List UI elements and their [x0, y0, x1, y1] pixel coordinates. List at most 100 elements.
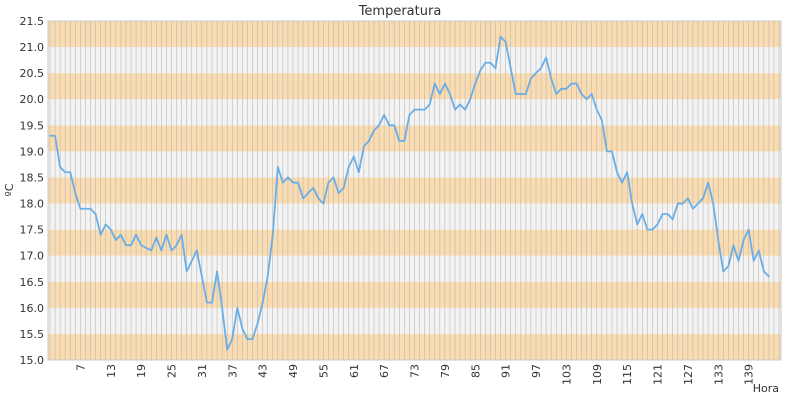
data-point — [671, 218, 674, 221]
data-point — [94, 213, 97, 215]
x-tick-label: 139 — [743, 364, 756, 385]
data-point — [509, 67, 512, 69]
data-point — [590, 93, 593, 95]
data-point — [519, 93, 522, 95]
data-point — [560, 87, 563, 90]
data-point — [140, 244, 143, 247]
data-point — [170, 249, 173, 252]
series-layer — [49, 35, 770, 351]
data-point — [271, 233, 274, 236]
data-point — [570, 82, 573, 85]
data-point — [600, 119, 603, 121]
x-tick-label: 79 — [439, 364, 452, 378]
data-point — [616, 171, 618, 174]
data-point — [585, 98, 588, 101]
data-point — [114, 239, 117, 241]
y-tick-label: 17.5 — [20, 224, 45, 237]
data-point — [676, 202, 679, 205]
data-point — [605, 150, 608, 153]
data-point — [636, 223, 639, 226]
y-axis-ticks: 15.0 15.5 16.0 16.5 17.0 17.5 18.0 18.5 19.0 19.5… — [20, 15, 45, 367]
data-point — [99, 233, 102, 236]
data-point — [707, 181, 710, 184]
data-point — [702, 197, 704, 200]
data-point — [84, 207, 87, 210]
data-point — [307, 192, 310, 195]
data-point — [368, 140, 370, 142]
data-point — [261, 301, 264, 304]
data-point — [681, 202, 684, 205]
data-point — [514, 93, 517, 95]
data-point — [150, 249, 153, 252]
data-point — [717, 239, 720, 241]
data-point — [104, 223, 107, 226]
data-point — [246, 338, 249, 341]
data-point — [337, 192, 340, 195]
data-point — [292, 181, 294, 184]
x-tick-label: 91 — [500, 364, 513, 378]
data-point — [251, 338, 254, 341]
x-axis-ticks: 7 13 19 25 31 37 43 49 55 61 67 73 79 85 91 97 103 109 115… — [74, 364, 755, 385]
data-point — [236, 306, 239, 309]
data-point — [692, 207, 694, 210]
data-point — [393, 124, 396, 127]
x-tick-label: 55 — [317, 364, 330, 378]
data-point — [231, 338, 234, 341]
data-point — [626, 171, 629, 174]
data-point — [752, 260, 755, 262]
data-point — [459, 103, 461, 106]
data-point — [109, 228, 112, 231]
data-point — [119, 233, 122, 236]
data-point — [742, 239, 745, 241]
data-point — [762, 270, 765, 273]
x-axis-label: Hora — [753, 382, 779, 395]
data-point — [494, 67, 497, 69]
data-point — [767, 275, 770, 278]
x-tick-label: 97 — [530, 364, 543, 378]
x-tick-label: 85 — [469, 364, 482, 378]
data-point — [712, 202, 715, 205]
data-point — [438, 93, 441, 95]
data-point — [656, 223, 659, 226]
data-point — [79, 207, 82, 210]
data-point — [565, 87, 568, 90]
data-point — [221, 306, 224, 309]
y-tick-label: 20.0 — [20, 93, 45, 106]
y-tick-label: 19.0 — [20, 145, 45, 158]
y-tick-label: 19.5 — [20, 119, 45, 132]
x-tick-label: 127 — [682, 364, 695, 385]
y-tick-label: 16.5 — [20, 276, 45, 289]
data-point — [469, 98, 472, 101]
data-point — [545, 56, 548, 59]
data-point — [575, 82, 578, 85]
x-tick-label: 121 — [652, 364, 665, 385]
data-point — [580, 93, 583, 95]
data-point — [433, 82, 436, 85]
data-point — [383, 113, 386, 116]
y-tick-label: 20.5 — [20, 67, 45, 80]
data-point — [64, 171, 67, 174]
data-point — [403, 140, 406, 142]
x-tick-label: 115 — [621, 364, 634, 385]
data-point — [281, 181, 284, 184]
y-tick-label: 21.5 — [20, 15, 45, 28]
x-tick-label: 133 — [712, 364, 725, 385]
data-point — [489, 61, 492, 64]
data-point — [54, 134, 56, 137]
data-point — [347, 166, 350, 168]
data-point — [661, 213, 664, 215]
data-point — [454, 108, 456, 111]
data-point — [130, 244, 132, 247]
data-point — [241, 327, 244, 330]
data-point — [550, 77, 553, 80]
data-point — [357, 171, 360, 174]
data-point — [206, 301, 208, 304]
data-point — [484, 61, 487, 64]
data-point — [59, 166, 62, 168]
data-point — [362, 145, 365, 148]
data-point — [595, 108, 598, 111]
data-point — [524, 93, 527, 95]
data-point — [373, 129, 375, 132]
x-tick-label: 103 — [560, 364, 573, 385]
data-point — [216, 270, 218, 273]
